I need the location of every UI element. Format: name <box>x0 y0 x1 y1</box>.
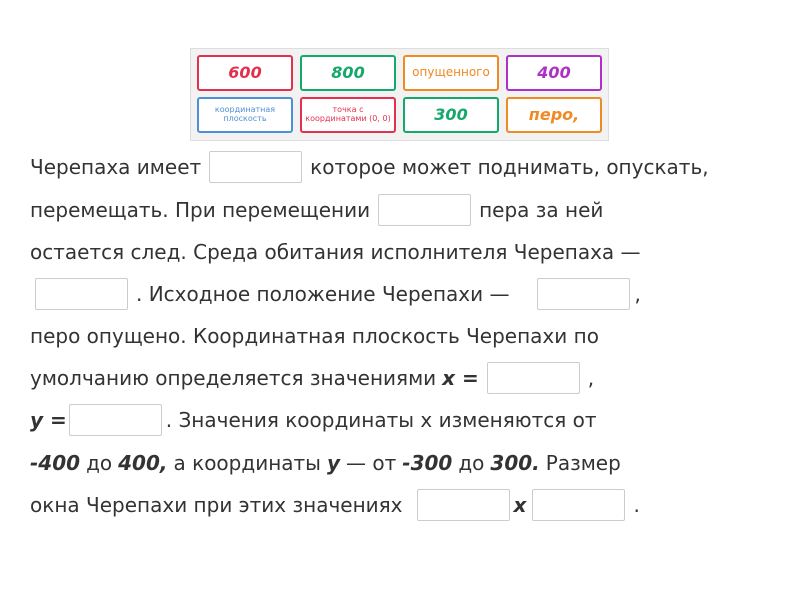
blank[interactable] <box>486 362 580 394</box>
text: , <box>634 282 641 306</box>
text: y = <box>30 408 67 432</box>
text: до <box>458 451 485 475</box>
text: x = <box>442 366 479 390</box>
text: . Исходное положение Черепахи — <box>136 282 510 306</box>
text: -400 <box>30 451 81 475</box>
text: Черепаха имеет <box>30 155 202 179</box>
blank[interactable] <box>537 278 631 310</box>
text-line: окна Черепахи при этих значениях x. <box>30 488 640 522</box>
blank[interactable] <box>532 489 626 521</box>
text-line: перо опущено. Координатная плоскость Чер… <box>30 319 599 353</box>
word-tile[interactable]: опущенного <box>403 55 499 91</box>
text: перо опущено. Координатная плоскость Чер… <box>30 324 599 348</box>
text: а координаты <box>173 451 321 475</box>
text: умолчанию определяется значениями <box>30 366 437 390</box>
text-line: Черепаха имеет которое может поднимать, о… <box>30 150 709 184</box>
text-line: . Исходное положение Черепахи —, <box>27 277 641 311</box>
text: остается след. Среда обитания исполнител… <box>30 240 641 264</box>
text: 400, <box>118 451 168 475</box>
text-line: остается след. Среда обитания исполнител… <box>30 235 641 269</box>
text: y <box>326 451 341 475</box>
text-line: y = . Значения координаты x изменяются от <box>30 403 597 437</box>
text: пера за ней <box>479 198 604 222</box>
text: перемещать. При перемещении <box>30 198 371 222</box>
blank[interactable] <box>68 404 162 436</box>
text: которое может поднимать, опускать, <box>310 155 709 179</box>
word-bank: 600 800 опущенного 400 координатная плоскост… <box>190 48 609 141</box>
text: x <box>513 493 527 517</box>
word-tile[interactable]: 800 <box>300 55 396 91</box>
text: — от <box>346 451 397 475</box>
word-tile[interactable]: 600 <box>197 55 293 91</box>
blank[interactable] <box>35 278 128 310</box>
blank[interactable] <box>416 489 510 521</box>
text: окна Черепахи при этих значениях <box>30 493 403 517</box>
text-line: умолчанию определяется значениями x =, <box>30 361 594 395</box>
text: . <box>633 493 640 517</box>
word-tile[interactable]: перо, <box>506 97 602 133</box>
word-tile[interactable]: 300 <box>403 97 499 133</box>
text: до <box>86 451 113 475</box>
blank[interactable] <box>209 151 303 183</box>
text: , <box>587 366 595 390</box>
text: Размер <box>545 451 621 475</box>
text: 300. <box>490 451 540 475</box>
text: -300 <box>402 451 453 475</box>
word-tile[interactable]: 400 <box>506 55 602 91</box>
text-line: перемещать. При перемещении пера за ней <box>30 193 603 227</box>
word-tile[interactable]: координатная плоскость <box>197 97 293 133</box>
text-line: -400 до 400, а координаты y — от -300 до 300. Раз… <box>30 446 621 480</box>
blank[interactable] <box>378 194 472 226</box>
word-tile[interactable]: точка с координатами (0, 0) <box>300 97 396 133</box>
text: . Значения координаты x изменяются от <box>165 408 597 432</box>
